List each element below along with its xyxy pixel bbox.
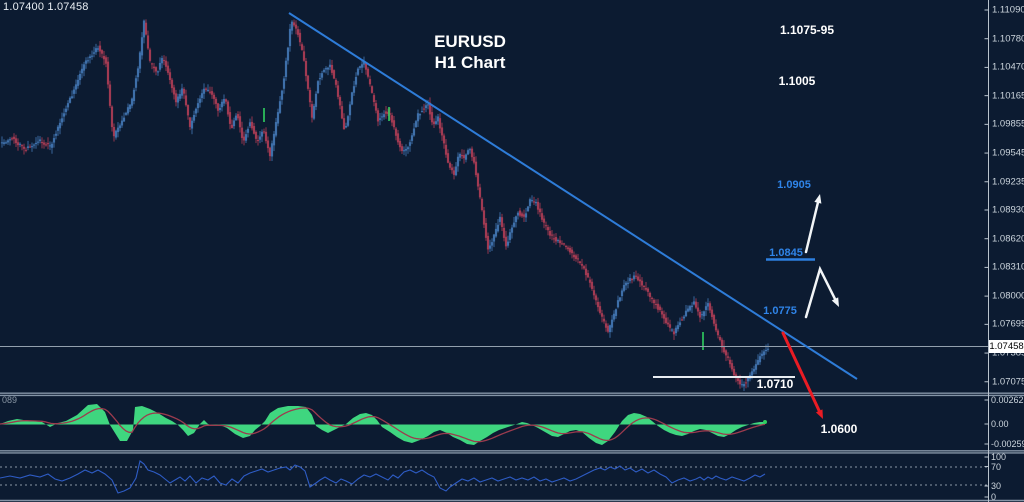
up-arrow (804, 194, 822, 254)
osma-histogram (0, 404, 765, 445)
osma-end-dot (763, 420, 767, 424)
down-arrow (781, 331, 823, 419)
price-axis-label: 1.08930 (992, 204, 1024, 216)
rsi-line (0, 460, 766, 494)
osma-scale-label: -0.00259 (991, 439, 1024, 449)
annotation-1-0775: 1.0775 (763, 305, 797, 317)
price-axis-label: 1.07075 (992, 376, 1024, 388)
price-axis-label: 1.08310 (992, 261, 1024, 273)
rsi-scale-label: 0 (991, 492, 997, 502)
osma-corner-label: 089 (2, 395, 18, 405)
annotation-1-0845: 1.0845 (769, 247, 803, 259)
rsi-scale-label: 30 (991, 481, 1002, 491)
annotation-1-1075-95: 1.1075-95 (779, 23, 835, 37)
price-axis-label: 1.07385 (992, 347, 1024, 359)
price-axis-label: 1.10780 (992, 33, 1024, 45)
candlesticks (0, 19, 770, 392)
price-axis-label: 1.09855 (992, 118, 1024, 130)
annotation-1-0710: 1.0710 (756, 377, 794, 391)
osma-scale-label: 0.00 (991, 419, 1009, 429)
price-axis-label: 1.09235 (992, 176, 1024, 188)
chart-title: EURUSD H1 Chart (425, 31, 515, 73)
descending-trendline (288, 12, 858, 380)
osma-scale-label: 0.002621 (991, 395, 1024, 405)
panel-separators (0, 392, 1024, 502)
annotation-1-0600: 1.0600 (820, 422, 858, 436)
price-axis-label: 1.08000 (992, 290, 1024, 302)
osma-signal-line (0, 407, 766, 443)
chart-title-symbol: EURUSD (434, 32, 506, 51)
current-price-tag: 1.07458 (989, 340, 1024, 353)
rejection-arrow (804, 265, 839, 319)
price-axis-label: 1.11090 (992, 4, 1024, 16)
price-axis-label: 1.10165 (992, 90, 1024, 102)
price-axis-label: 1.09545 (992, 147, 1024, 159)
signal-candles (263, 107, 704, 350)
bid-ask-quote: 1.07400 1.07458 (3, 1, 89, 13)
rsi-scale-label: 100 (991, 452, 1007, 462)
price-axis-label: 1.10470 (992, 61, 1024, 73)
annotation-1-0905: 1.0905 (777, 179, 811, 191)
chart-title-timeframe: H1 Chart (434, 53, 506, 72)
price-axis-label: 1.07695 (992, 318, 1024, 330)
price-axis-label: 1.08620 (992, 233, 1024, 245)
price-axis-line[interactable] (984, 0, 989, 502)
rsi-scale-label: 70 (991, 461, 1002, 472)
annotation-1-1005: 1.1005 (778, 74, 816, 88)
